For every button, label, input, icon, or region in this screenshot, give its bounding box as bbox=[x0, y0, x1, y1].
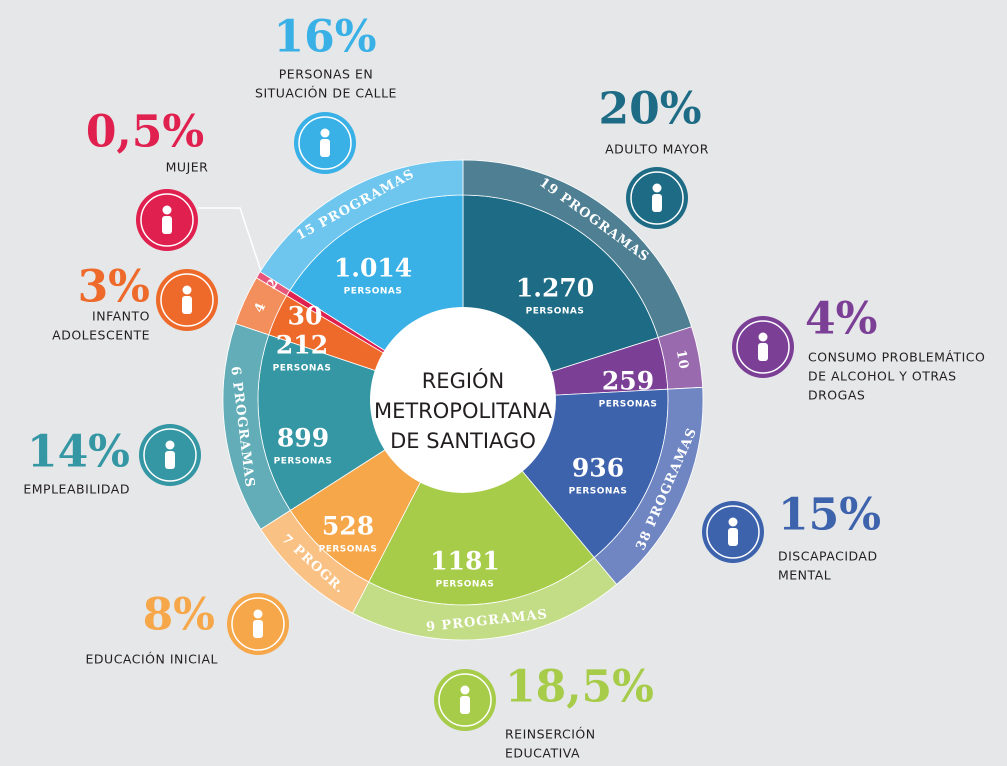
persons-value: 528 bbox=[322, 512, 374, 541]
icon-body bbox=[182, 296, 192, 314]
persons-unit: PERSONAS bbox=[599, 400, 658, 410]
category-label: ADULTO MAYOR bbox=[605, 142, 709, 157]
category-label: MUJER bbox=[166, 160, 209, 175]
percent-label: 14% bbox=[27, 427, 130, 478]
category-label: PERSONAS EN bbox=[279, 67, 373, 82]
percent-label: 20% bbox=[598, 84, 701, 135]
persons-value: 259 bbox=[602, 367, 654, 396]
center-label: METROPOLITANA bbox=[374, 399, 553, 423]
category-label: MENTAL bbox=[778, 568, 831, 583]
icon-body bbox=[758, 343, 768, 361]
icon-body bbox=[165, 451, 175, 469]
icon-head bbox=[182, 285, 192, 295]
category-label: EMPLEABILIDAD bbox=[23, 482, 130, 497]
category-label: EDUCACIÓN INICIAL bbox=[86, 652, 218, 667]
icon-ring bbox=[231, 597, 285, 651]
percent-label: 8% bbox=[143, 590, 215, 641]
program-ring bbox=[259, 159, 464, 291]
persons-unit: PERSONAS bbox=[569, 487, 628, 497]
center-label: DE SANTIAGO bbox=[390, 429, 536, 453]
percent-label: 15% bbox=[778, 490, 881, 541]
category-label: ADOLESCENTE bbox=[52, 328, 150, 343]
persons-unit: PERSONAS bbox=[526, 307, 585, 317]
icon-body bbox=[728, 528, 738, 546]
icon-ring bbox=[160, 273, 214, 327]
category-label: INFANTO bbox=[92, 309, 150, 324]
center-circle bbox=[370, 307, 556, 493]
persons-unit: PERSONAS bbox=[436, 580, 495, 590]
center-label: REGIÓN bbox=[422, 368, 505, 393]
percent-label: 18,5% bbox=[505, 662, 654, 713]
leader-line bbox=[198, 207, 269, 293]
program-label: 10 bbox=[673, 349, 691, 371]
persons-value: 30 bbox=[288, 302, 323, 331]
icon-ring bbox=[298, 116, 352, 170]
persons-unit: PERSONAS bbox=[273, 364, 332, 374]
category-label: DE ALCOHOL Y OTRAS bbox=[808, 369, 957, 384]
persons-value: 212 bbox=[276, 331, 328, 360]
icon-head bbox=[320, 128, 330, 138]
percent-label: 3% bbox=[78, 262, 150, 313]
icon-body bbox=[253, 620, 263, 638]
category-label: REINSERCIÓN bbox=[505, 727, 596, 742]
icon-head bbox=[652, 183, 662, 193]
icon-head bbox=[460, 685, 470, 695]
icon-body bbox=[460, 696, 470, 714]
icon-ring bbox=[140, 193, 194, 247]
persons-unit: PERSONAS bbox=[344, 287, 403, 297]
icon-ring bbox=[706, 505, 760, 559]
icon-ring bbox=[438, 673, 492, 727]
category-label: DROGAS bbox=[808, 388, 865, 403]
category-label: EDUCATIVA bbox=[505, 746, 580, 761]
persons-unit: PERSONAS bbox=[274, 457, 333, 467]
icon-head bbox=[253, 609, 263, 619]
icon-head bbox=[758, 332, 768, 342]
category-label: SITUACIÓN DE CALLE bbox=[255, 86, 397, 101]
icon-ring bbox=[630, 171, 684, 225]
icon-ring bbox=[736, 320, 790, 374]
persons-value: 899 bbox=[277, 424, 329, 453]
icon-head bbox=[165, 440, 175, 450]
percent-label: 16% bbox=[273, 12, 376, 63]
persons-value: 1.270 bbox=[516, 274, 594, 303]
icon-ring bbox=[143, 428, 197, 482]
category-label: DISCAPACIDAD bbox=[778, 549, 878, 564]
percent-label: 0,5% bbox=[86, 107, 204, 158]
icon-head bbox=[162, 205, 172, 215]
persons-value: 1181 bbox=[430, 547, 500, 576]
percent-label: 4% bbox=[805, 294, 877, 345]
persons-value: 1.014 bbox=[334, 254, 412, 283]
icon-body bbox=[162, 216, 172, 234]
category-label: CONSUMO PROBLEMÁTICO bbox=[808, 350, 985, 365]
icon-head bbox=[728, 517, 738, 527]
persons-unit: PERSONAS bbox=[319, 545, 378, 555]
icon-body bbox=[320, 139, 330, 157]
persons-value: 936 bbox=[572, 454, 624, 483]
icon-body bbox=[652, 194, 662, 212]
